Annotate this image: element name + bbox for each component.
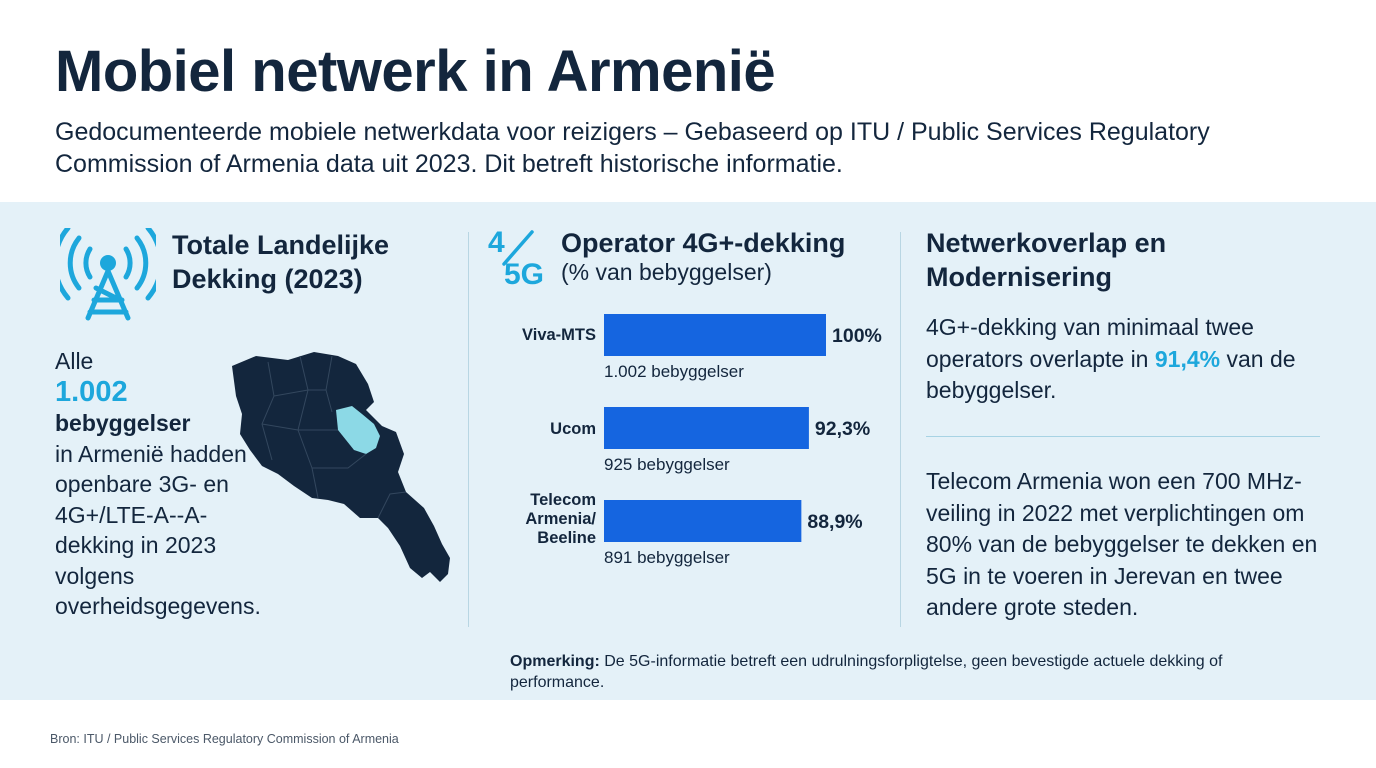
- bar-0: [604, 314, 826, 356]
- page-subtitle: Gedocumenteerde mobiele netwerkdata voor…: [55, 118, 1210, 178]
- armenia-map: [232, 352, 450, 582]
- note-text: De 5G-informatie betreft een udrulningsf…: [510, 653, 1223, 691]
- bar-1: [604, 407, 809, 449]
- overlap-text-after: van de bebyggelser.: [926, 345, 1296, 404]
- chart-subtitle: (% van bebyggelser): [561, 259, 772, 285]
- count-telecom: 891 bebyggelser: [604, 548, 730, 567]
- bar-value-label-1: 92,3%: [815, 418, 870, 440]
- overlap-text-before: 4G+-dekking van minimaal twee operators …: [926, 314, 1254, 372]
- source-footer: Bron: ITU / Public Services Regulatory C…: [50, 732, 399, 746]
- overlap-text: 4G+-dekking van minimaal twee operators …: [926, 312, 1326, 407]
- operator-label-viva: Viva-MTS: [522, 326, 596, 344]
- right-separator: [926, 436, 1320, 437]
- settlements-word: bebyggelser: [55, 410, 191, 436]
- bar-value-label-0: 100%: [832, 325, 882, 347]
- note-label: Opmerking:: [510, 653, 600, 670]
- chart-title: Operator 4G+-dekking: [561, 228, 846, 258]
- coverage-text-prefix: Alle: [55, 348, 94, 374]
- bar-2: [604, 500, 802, 542]
- coverage-heading: Totale Landelijke Dekking (2023): [172, 230, 390, 294]
- operator-bar-chart: 100% 92,3% 88,9%: [604, 314, 882, 542]
- count-viva: 1.002 bebyggelser: [604, 362, 744, 381]
- operator-label-telecom: Telecom Armenia/ Beeline: [525, 491, 596, 547]
- badge-top-text: 4: [488, 226, 505, 259]
- overlap-heading: Netwerkoverlap en Modernisering: [926, 228, 1167, 292]
- page-title: Mobiel netwerk in Armenië: [55, 39, 776, 104]
- operator-label-ucom: Ucom: [550, 420, 596, 438]
- coverage-text: Alle 1.002 bebyggelser in Armenië hadden…: [55, 346, 285, 622]
- content-band: [0, 202, 1376, 700]
- settlements-count: 1.002: [55, 375, 128, 408]
- cell-tower-icon: [60, 228, 156, 321]
- 4g-5g-badge-icon: 4 5G: [486, 226, 556, 296]
- divider-left: [468, 232, 469, 627]
- count-ucom: 925 bebyggelser: [604, 455, 730, 474]
- bar-value-label-2: 88,9%: [807, 511, 862, 533]
- divider-right: [900, 232, 901, 627]
- badge-bottom-text: 5G: [504, 258, 545, 291]
- badge-slash-icon: [502, 230, 534, 266]
- overlap-percentage: 91,4%: [1154, 345, 1221, 372]
- note: Opmerking: De 5G-informatie betreft een …: [510, 651, 1310, 693]
- auction-text: Telecom Armenia won een 700 MHz-veiling …: [926, 468, 1318, 620]
- coverage-text-suffix: in Armenië hadden openbare 3G- en 4G+/LT…: [55, 440, 261, 620]
